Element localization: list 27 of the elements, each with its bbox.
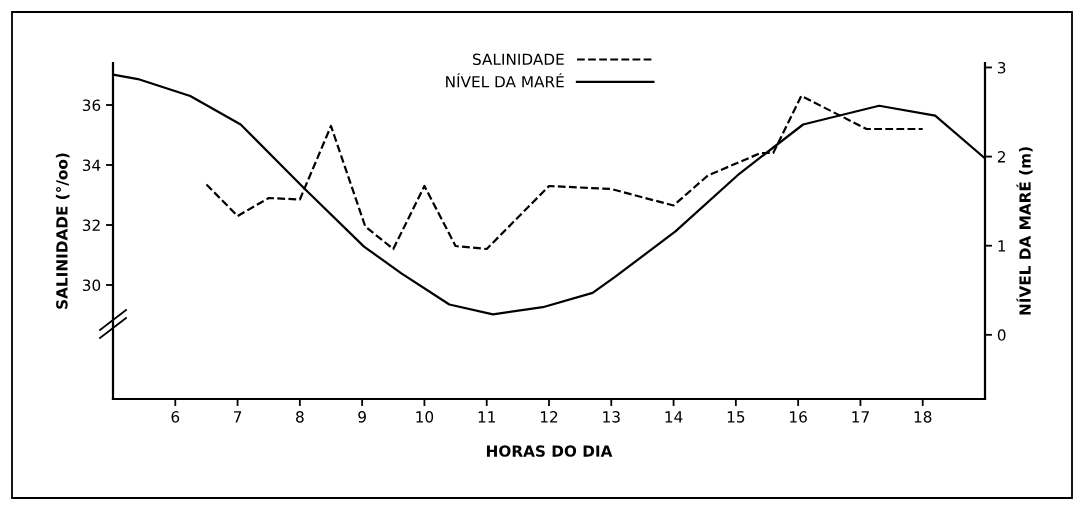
x-tick-label: 6 [171,411,180,423]
y2-tick-label: 0 [997,329,1006,341]
line-series [205,94,924,251]
x-tick-label: 13 [603,411,620,423]
x-tick-label: 16 [790,411,807,423]
x-axis-title: HORAS DO DIA [486,445,613,457]
legend-label: NÍVEL DA MARÉ [446,73,564,88]
x-tick-label: 18 [914,411,932,423]
y-tick-label: 34 [82,159,101,172]
y2-axis-title: NÍVEL DA MARÉ (m) [1016,147,1033,315]
x-tick-label: 14 [665,411,683,423]
y2-tick-label: 2 [997,151,1005,163]
x-tick-label: 7 [233,411,242,423]
x-tick-label: 12 [540,411,558,423]
x-tick-label: 11 [478,411,496,423]
x-tick-label: 8 [296,411,304,423]
legend-label: SALINIDADE [473,53,564,66]
y-tick-label: 32 [82,219,100,232]
y2-tick-label: 3 [997,61,1006,74]
x-tick-label: 10 [416,411,434,423]
y-axis-title: SALINIDADE (°/oo) [55,153,70,309]
x-tick-label: 15 [727,411,745,423]
y2-tick-label: 1 [998,240,1006,252]
y-tick-label: 30 [82,279,101,292]
y-tick-label: 36 [82,99,101,112]
x-tick-label: 9 [358,411,366,423]
x-tick-label: 17 [852,411,869,423]
